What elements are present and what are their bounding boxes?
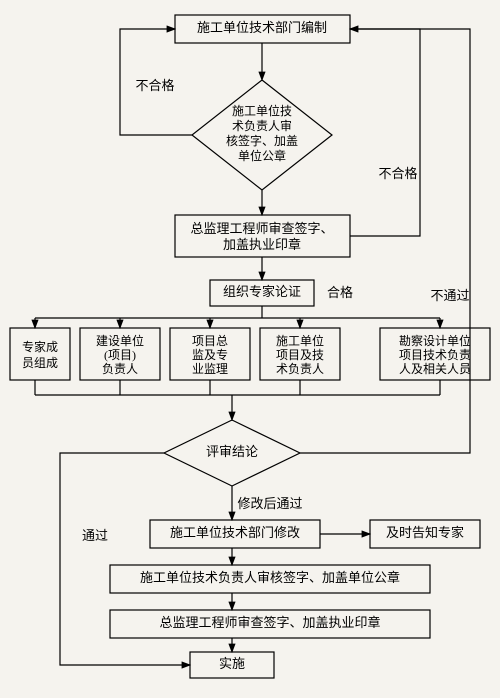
svg-text:监及专: 监及专 (192, 347, 228, 362)
label-fail-1: 不合格 (135, 78, 174, 93)
svg-text:总监理工程师审查签字、: 总监理工程师审查签字、 (190, 221, 333, 236)
svg-text:负责人: 负责人 (102, 362, 138, 376)
label-pass-after-mod: 修改后通过 (237, 496, 302, 511)
svg-text:项目总: 项目总 (192, 334, 228, 348)
svg-text:单位公章: 单位公章 (238, 148, 286, 163)
svg-text:总监理工程师审查签字、加盖执业印章: 总监理工程师审查签字、加盖执业印章 (159, 615, 380, 630)
label-fail-2: 不合格 (378, 166, 417, 181)
svg-text:加盖执业印章: 加盖执业印章 (223, 237, 301, 252)
svg-text:员组成: 员组成 (22, 356, 58, 370)
svg-text:(项目): (项目) (104, 348, 136, 362)
svg-text:术负责人: 术负责人 (276, 362, 324, 376)
svg-text:施工单位技术部门修改: 施工单位技术部门修改 (170, 525, 300, 540)
svg-text:术负责人审: 术负责人审 (232, 118, 292, 133)
node-prepare-label: 施工单位技术部门编制 (197, 20, 327, 35)
svg-text:建设单位: 建设单位 (96, 333, 144, 348)
svg-text:项目技术负责: 项目技术负责 (399, 348, 471, 362)
flowchart: 施工单位技术部门编制 施工单位技 术负责人审 核签字、加盖 单位公章 不合格 总… (0, 0, 500, 698)
svg-text:实施: 实施 (219, 656, 245, 671)
svg-text:专家成: 专家成 (22, 339, 58, 354)
label-not-pass: 不通过 (430, 288, 469, 303)
node-expert-members (10, 328, 70, 380)
label-pass: 通过 (82, 528, 108, 543)
svg-text:业监理: 业监理 (192, 362, 228, 376)
label-qualified: 合格 (327, 285, 353, 300)
svg-text:项目及技: 项目及技 (276, 348, 324, 362)
svg-text:评审结论: 评审结论 (206, 444, 258, 459)
svg-text:施工单位: 施工单位 (276, 333, 324, 348)
svg-text:组织专家论证: 组织专家论证 (223, 284, 301, 299)
svg-text:勘察设计单位: 勘察设计单位 (399, 333, 471, 348)
svg-text:施工单位技术负责人审核签字、加盖单位公章: 施工单位技术负责人审核签字、加盖单位公章 (140, 570, 400, 585)
svg-text:施工单位技: 施工单位技 (232, 103, 292, 118)
svg-text:及时告知专家: 及时告知专家 (386, 525, 464, 540)
svg-text:人及相关人员: 人及相关人员 (399, 362, 471, 376)
svg-text:核签字、加盖: 核签字、加盖 (226, 133, 298, 148)
